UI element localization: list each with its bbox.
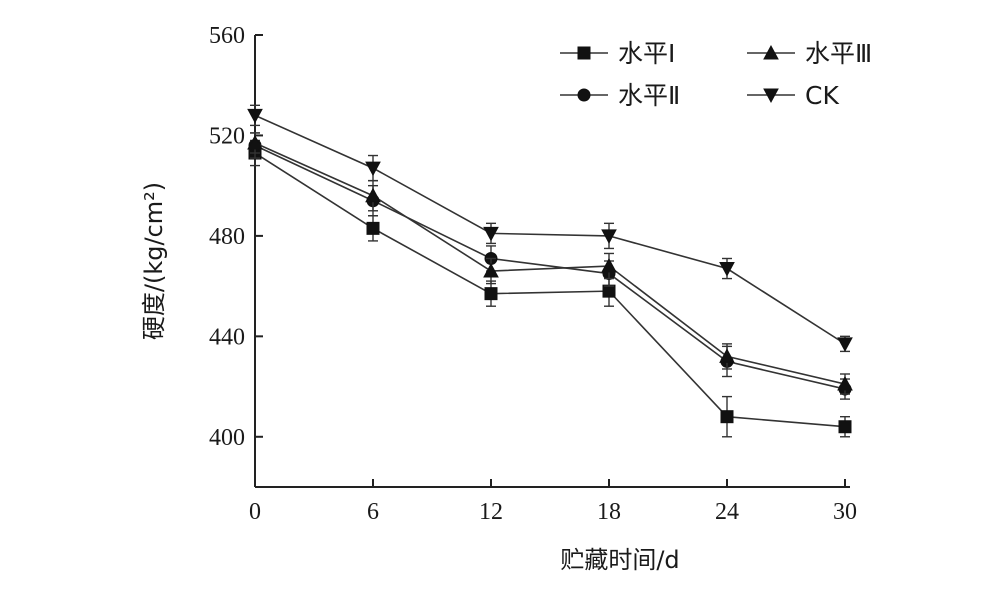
data-point	[365, 187, 381, 203]
y-tick-label: 520	[209, 123, 245, 149]
x-tick-label: 24	[715, 499, 739, 525]
legend-label: 水平Ⅱ	[618, 81, 680, 110]
data-point	[247, 108, 263, 124]
series-line	[254, 142, 846, 385]
y-tick-label: 440	[209, 324, 245, 350]
data-point	[484, 287, 498, 301]
data-point	[719, 348, 735, 363]
legend-marker	[577, 88, 591, 102]
y-ticks: 400 440 480 520 560	[209, 23, 263, 451]
data-point	[719, 262, 735, 277]
x-tick-label: 30	[833, 499, 857, 525]
y-axis-title: 硬度/(kg/cm²)	[140, 182, 168, 340]
data-point	[720, 410, 734, 424]
data-point	[837, 337, 853, 352]
x-ticks: 0 6 12 18 24 30	[249, 479, 857, 525]
data-point	[602, 284, 616, 298]
legend-label: 水平Ⅲ	[805, 39, 872, 68]
data-point	[601, 257, 617, 273]
data-point	[365, 161, 381, 177]
x-axis-title: 贮藏时间/d	[560, 546, 679, 574]
legend-marker	[763, 88, 779, 104]
y-tick-label: 400	[209, 425, 245, 451]
series-line	[254, 144, 846, 390]
data-point	[483, 226, 499, 242]
series-1	[248, 132, 852, 400]
legend-item: 水平Ⅱ	[560, 81, 680, 110]
x-tick-label: 6	[367, 499, 379, 525]
x-tick-label: 0	[249, 499, 261, 525]
legend-item: 水平Ⅰ	[560, 39, 675, 68]
data-point	[601, 229, 617, 244]
data-point	[366, 221, 380, 235]
series-0	[248, 139, 852, 438]
y-tick-label: 560	[209, 23, 245, 49]
legend-label: CK	[805, 81, 839, 110]
legend: 水平Ⅰ 水平Ⅲ 水平Ⅱ CK	[560, 39, 872, 110]
x-tick-label: 18	[597, 499, 621, 525]
y-tick-label: 480	[209, 224, 245, 250]
legend-item: 水平Ⅲ	[747, 39, 872, 68]
legend-marker	[763, 44, 779, 60]
series-line	[254, 152, 846, 428]
data-point	[838, 420, 852, 434]
data-point	[247, 134, 263, 150]
series-3	[247, 104, 853, 353]
x-tick-label: 12	[479, 499, 503, 525]
legend-item: CK	[747, 81, 839, 110]
series-layer	[247, 104, 853, 438]
data-point	[483, 262, 499, 278]
legend-marker	[577, 46, 591, 60]
series-2	[247, 132, 853, 395]
legend-label: 水平Ⅰ	[618, 39, 675, 68]
series-line	[254, 114, 846, 345]
data-point	[837, 375, 853, 391]
